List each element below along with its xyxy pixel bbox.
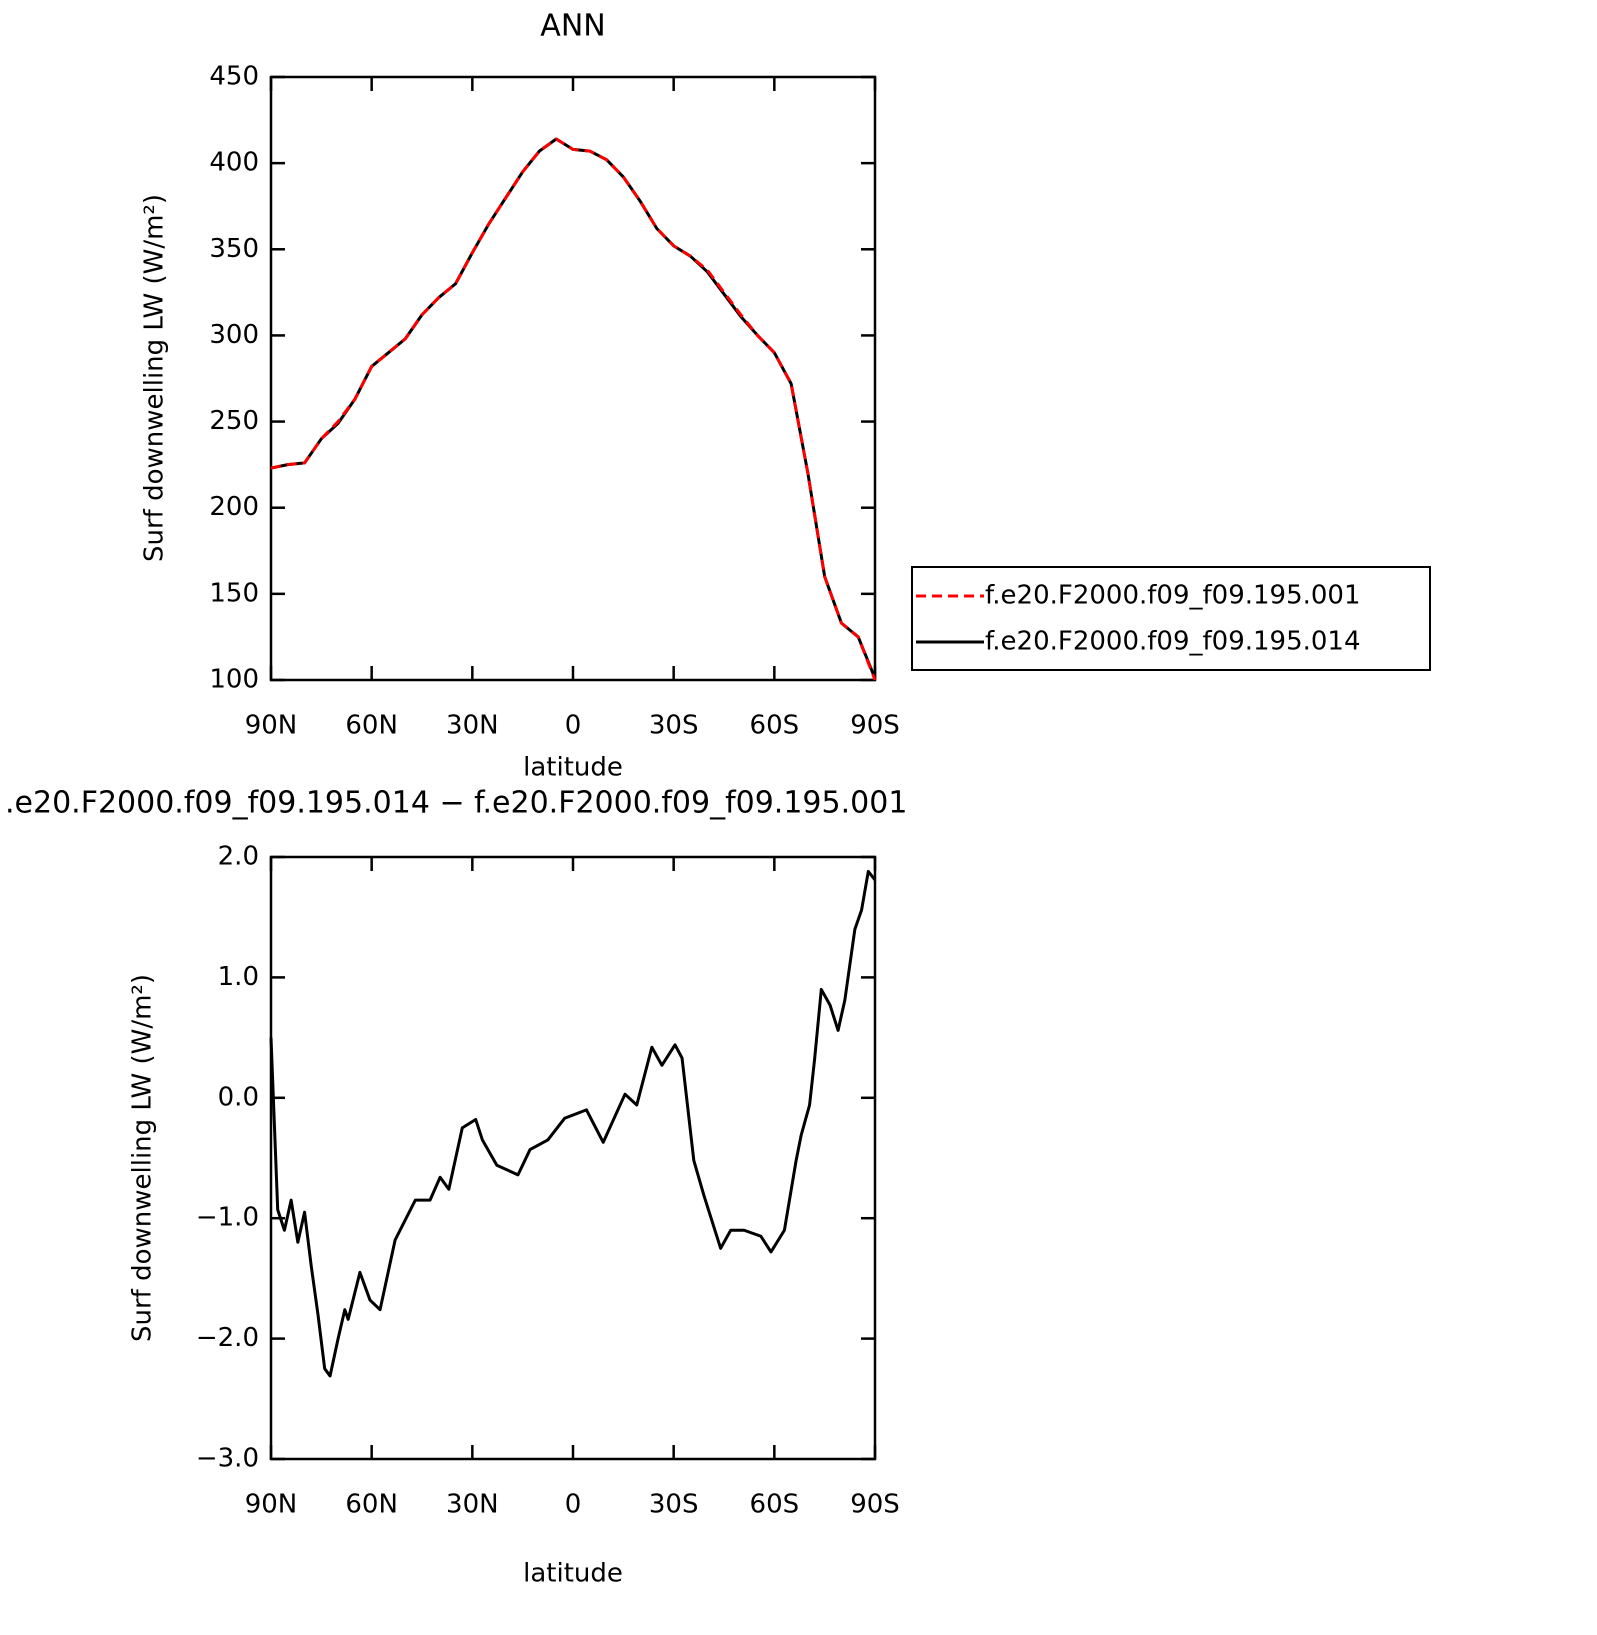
x-tick-label: 60N (345, 1490, 398, 1520)
y-tick-label: 300 (209, 320, 259, 350)
y-tick-label: −1.0 (196, 1203, 259, 1233)
legend-box (911, 566, 1431, 671)
y-tick-label: 0.0 (218, 1082, 259, 1112)
y-tick-label: 2.0 (218, 842, 259, 872)
y-tick-label: 150 (209, 578, 259, 608)
x-tick-label: 30N (446, 711, 499, 741)
x-tick-label: 30N (446, 1490, 499, 1520)
y-tick-label: 450 (209, 62, 259, 92)
y-axis-label: Surf downwelling LW (W/m²) (128, 974, 158, 1342)
plot-frame (269, 855, 877, 1461)
x-tick-label: 0 (565, 711, 582, 741)
y-tick-label: 400 (209, 148, 259, 178)
y-tick-label: 100 (209, 665, 259, 695)
x-tick-label: 60N (345, 711, 398, 741)
y-tick-label: 1.0 (218, 962, 259, 992)
y-tick-label: −2.0 (196, 1323, 259, 1353)
x-tick-label: 30S (649, 711, 699, 741)
x-axis-label: latitude (523, 1559, 623, 1589)
series-line (269, 869, 877, 1378)
series-line (270, 137, 877, 679)
y-tick-label: 250 (209, 406, 259, 436)
y-tick-label: 200 (209, 492, 259, 522)
x-tick-label: 90N (245, 1490, 298, 1520)
x-tick-label: 90N (245, 711, 298, 741)
x-axis-label: latitude (523, 753, 623, 783)
x-tick-label: 0 (565, 1490, 582, 1520)
y-axis-label: Surf downwelling LW (W/m²) (140, 194, 170, 562)
x-tick-label: 90S (850, 711, 900, 741)
legend-label: f.e20.F2000.f09_f09.195.014 (985, 627, 1361, 657)
x-tick-label: 60S (750, 711, 800, 741)
y-tick-label: −3.0 (196, 1444, 259, 1474)
legend-label: f.e20.F2000.f09_f09.195.001 (985, 581, 1361, 611)
x-tick-label: 30S (649, 1490, 699, 1520)
plot-frame (269, 75, 877, 682)
y-tick-label: 350 (209, 234, 259, 264)
chart-title: .e20.F2000.f09_f09.195.014 − f.e20.F2000… (5, 786, 907, 821)
series-line (270, 137, 877, 681)
x-tick-label: 90S (850, 1490, 900, 1520)
chart-title: ANN (540, 9, 605, 44)
x-tick-label: 60S (750, 1490, 800, 1520)
